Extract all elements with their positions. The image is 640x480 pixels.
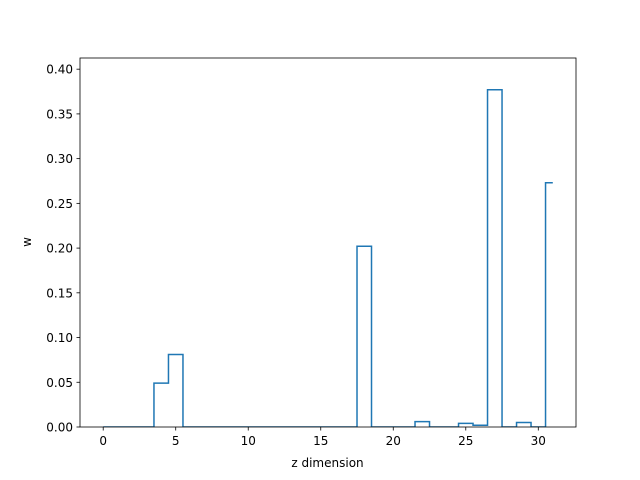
- x-tick-label: 20: [386, 434, 401, 448]
- x-tick-label: 0: [99, 434, 107, 448]
- x-tick-label: 10: [241, 434, 256, 448]
- y-tick-label: 0.20: [46, 242, 73, 256]
- x-tick-label: 30: [531, 434, 546, 448]
- y-tick-label: 0.15: [46, 286, 73, 300]
- y-tick-label: 0.30: [46, 152, 73, 166]
- plot-area: [103, 89, 553, 427]
- y-tick-label: 0.05: [46, 376, 73, 390]
- x-tick-label: 25: [458, 434, 473, 448]
- y-tick-label: 0.40: [46, 63, 73, 77]
- y-tick-label: 0.35: [46, 107, 73, 121]
- y-axis-label: w: [20, 237, 34, 247]
- axes-frame: [79, 57, 577, 428]
- y-tick-label: 0.25: [46, 197, 73, 211]
- axes: 0 5 10 15 20 25 30 0.00 0.05 0.10 0.15 0.20 0.25 0.30…: [46, 57, 577, 448]
- y-tick-label: 0.10: [46, 331, 73, 345]
- x-tick-label: 15: [313, 434, 328, 448]
- x-axis-label: z dimension: [291, 456, 363, 470]
- y-tick-label: 0.00: [46, 421, 73, 435]
- series-line-0: [103, 89, 553, 427]
- x-tick-label: 5: [172, 434, 180, 448]
